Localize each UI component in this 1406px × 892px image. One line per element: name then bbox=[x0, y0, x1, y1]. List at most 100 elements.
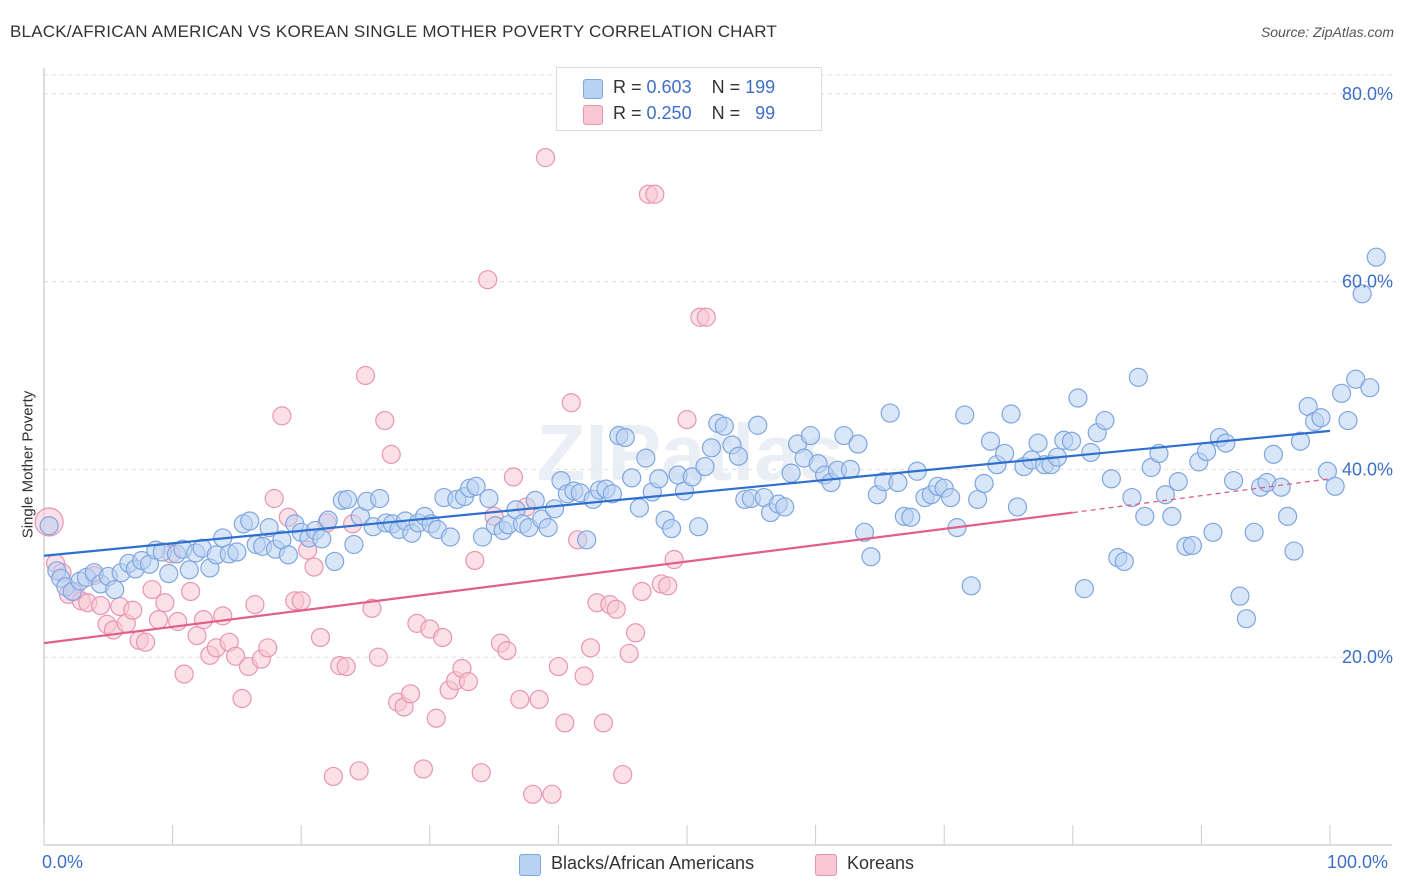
black-point bbox=[1101, 469, 1121, 489]
black-point bbox=[775, 497, 795, 517]
black-point bbox=[901, 507, 921, 527]
x-tick-label-max: 100.0% bbox=[1327, 852, 1389, 872]
korean-point bbox=[503, 467, 523, 487]
black-point bbox=[1263, 444, 1284, 464]
korean-point bbox=[458, 672, 478, 692]
black-point bbox=[344, 534, 364, 555]
black-point bbox=[1155, 485, 1175, 505]
black-point bbox=[179, 560, 199, 580]
korean-point bbox=[193, 610, 214, 630]
black-point bbox=[1311, 408, 1331, 428]
korean-point bbox=[310, 627, 331, 648]
black-point bbox=[1001, 404, 1021, 424]
korean-point bbox=[291, 591, 311, 611]
black-point bbox=[1114, 551, 1134, 572]
black-point bbox=[961, 576, 981, 596]
korean-points bbox=[34, 148, 716, 804]
legend-n-value-koreans: 99 bbox=[755, 103, 776, 123]
korean-point bbox=[148, 610, 169, 630]
korean-point bbox=[187, 625, 207, 646]
correlation-legend: R = 0.603 N = 199 R = 0.250 N = 99 bbox=[556, 67, 822, 131]
korean-point bbox=[664, 549, 684, 570]
black-point bbox=[1168, 471, 1188, 492]
korean-point bbox=[510, 689, 530, 710]
black-point bbox=[840, 459, 860, 479]
black-point bbox=[312, 529, 332, 549]
black-point bbox=[1223, 471, 1244, 491]
korean-point bbox=[542, 784, 562, 804]
korean-point bbox=[523, 784, 543, 804]
korean-point bbox=[413, 759, 433, 779]
chart-title: BLACK/AFRICAN AMERICAN VS KOREAN SINGLE … bbox=[10, 22, 777, 41]
korean-point bbox=[174, 664, 194, 684]
y-tick-label: 20.0% bbox=[1342, 647, 1393, 667]
legend-r-label: R = bbox=[613, 77, 642, 97]
black-point bbox=[854, 522, 875, 542]
black-point bbox=[1068, 388, 1088, 408]
korean-point bbox=[362, 598, 382, 618]
y-tick-label: 60.0% bbox=[1342, 272, 1393, 292]
black-point bbox=[861, 547, 881, 567]
black-points bbox=[39, 247, 1386, 629]
korean-point bbox=[355, 365, 376, 386]
black-point bbox=[1352, 284, 1372, 304]
legend-n-value-blacks: 199 bbox=[745, 77, 776, 97]
korean-point bbox=[155, 593, 175, 613]
black-point bbox=[649, 469, 669, 489]
black-point bbox=[1236, 609, 1257, 629]
black-point bbox=[688, 517, 709, 537]
bottom-legend-label-blacks: Blacks/African Americans bbox=[551, 853, 755, 873]
korean-point bbox=[465, 550, 485, 571]
bottom-legend-swatch-koreans bbox=[815, 854, 837, 876]
trend-lines bbox=[43, 429, 1331, 645]
black-point bbox=[781, 463, 801, 483]
bottom-legend-label-koreans: Koreans bbox=[847, 853, 915, 873]
black-point bbox=[701, 438, 722, 458]
black-point bbox=[159, 564, 179, 584]
korean-point bbox=[368, 647, 388, 667]
korean-point bbox=[258, 638, 278, 658]
korean-point bbox=[497, 641, 517, 661]
korean-point bbox=[90, 595, 111, 616]
black-point bbox=[1203, 522, 1223, 542]
bottom-legend-swatch-blacks bbox=[519, 854, 541, 876]
black-point bbox=[682, 467, 702, 487]
black-point bbox=[968, 489, 988, 510]
black-point bbox=[39, 516, 59, 536]
korean-point bbox=[181, 581, 201, 602]
korean-point bbox=[529, 689, 549, 710]
black-point bbox=[1346, 369, 1366, 389]
korean-point bbox=[471, 763, 491, 783]
black-point bbox=[800, 425, 821, 446]
black-point bbox=[1162, 506, 1182, 526]
black-point bbox=[1331, 383, 1352, 403]
black-point bbox=[1290, 431, 1311, 451]
black-point bbox=[748, 415, 768, 435]
korean-point bbox=[426, 708, 446, 728]
black-point bbox=[941, 487, 961, 508]
black-point bbox=[1338, 410, 1358, 431]
korean-point bbox=[606, 599, 626, 619]
korean-point bbox=[272, 406, 292, 426]
korean-point bbox=[619, 643, 639, 664]
korean-point bbox=[264, 488, 284, 509]
korean-point bbox=[574, 666, 594, 686]
black-point bbox=[1317, 461, 1338, 481]
korean-point bbox=[535, 148, 556, 168]
black-point bbox=[834, 425, 854, 446]
black-point bbox=[615, 427, 635, 448]
black-point bbox=[278, 545, 298, 565]
korean-point bbox=[304, 557, 324, 577]
black-point bbox=[538, 518, 558, 538]
black-point bbox=[227, 542, 247, 562]
black-point bbox=[1028, 433, 1048, 453]
korean-point bbox=[400, 684, 421, 704]
korean-point bbox=[593, 713, 614, 733]
korean-point bbox=[613, 764, 633, 785]
korean-point bbox=[632, 581, 652, 602]
black-point bbox=[1277, 506, 1298, 526]
trend-line-koreans-extension bbox=[1072, 478, 1331, 514]
legend-r-value-blacks: 0.603 bbox=[646, 77, 692, 97]
black-point bbox=[105, 579, 125, 600]
